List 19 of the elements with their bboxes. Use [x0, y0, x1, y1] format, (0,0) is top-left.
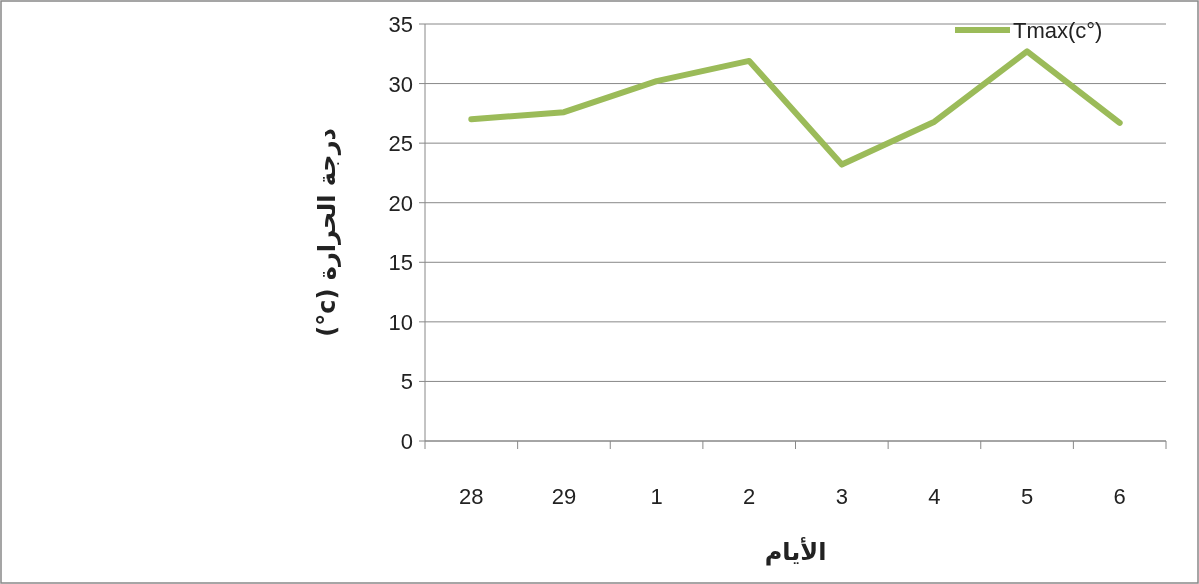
x-tick-label: 5 — [1020, 484, 1034, 509]
y-tick-label: 15 — [388, 250, 413, 276]
x-tick-label: 28 — [459, 484, 484, 509]
x-tick-label: 3 — [835, 484, 848, 509]
y-tick-label: 25 — [388, 131, 413, 157]
x-tick-label: 2 — [743, 484, 756, 509]
x-tick-label: 4 — [928, 484, 941, 509]
legend-label: Tmax(c°) — [1013, 18, 1103, 43]
x-tick-label: 6 — [1113, 484, 1126, 509]
y-axis-title: درجة الحرارة (c°) — [313, 128, 341, 337]
x-tick-label: 1 — [650, 484, 663, 509]
y-tick-label: 30 — [388, 71, 413, 97]
x-axis-title: الأيام — [764, 537, 827, 566]
y-tick-label: 10 — [388, 309, 413, 335]
y-tick-label: 0 — [400, 429, 413, 454]
y-tick-label: 35 — [388, 12, 413, 37]
x-tick-label: 29 — [551, 484, 577, 509]
y-tick-label: 20 — [388, 190, 413, 216]
y-tick-label: 5 — [400, 369, 413, 395]
